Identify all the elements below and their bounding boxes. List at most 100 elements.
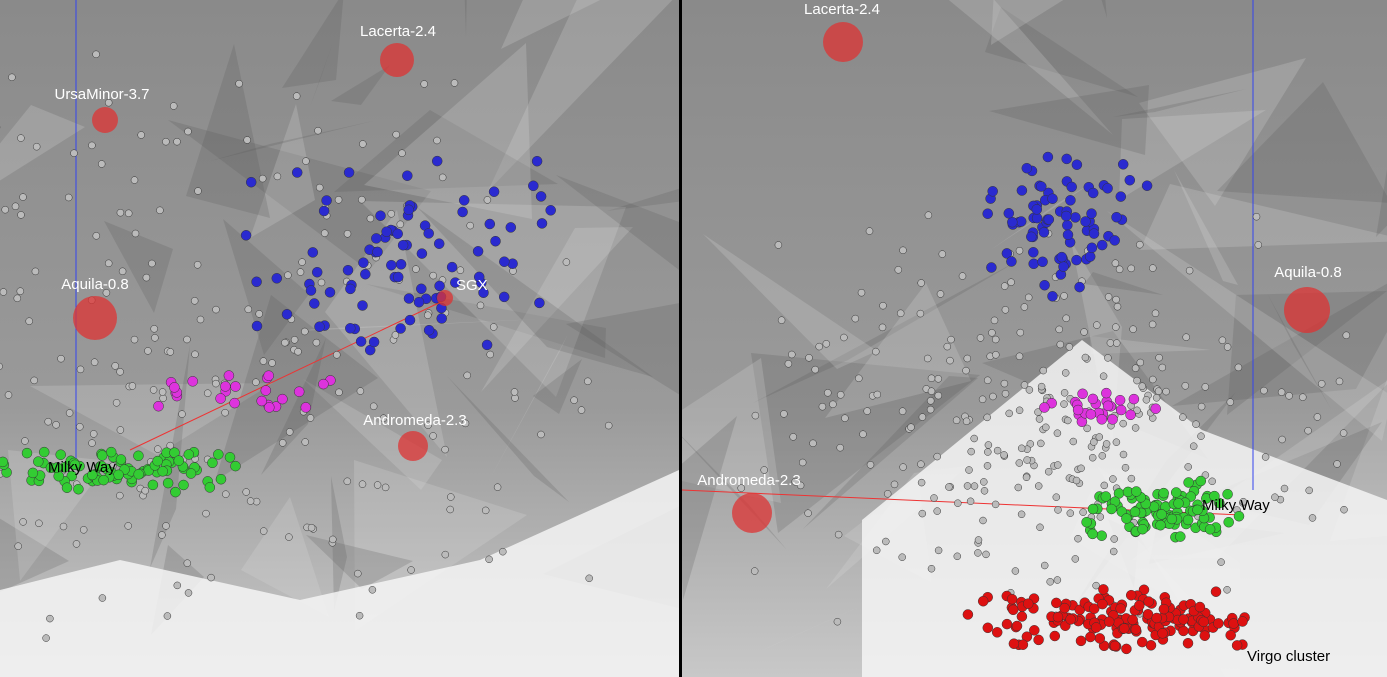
galaxy-dot xyxy=(133,469,144,480)
galaxy-dot xyxy=(183,335,191,344)
galaxy-dot xyxy=(1077,388,1088,400)
galaxy-dot xyxy=(294,347,302,356)
surface-facet xyxy=(985,7,1138,97)
galaxy-dot xyxy=(1102,440,1111,448)
galaxy-dot xyxy=(115,454,127,465)
galaxy-dot xyxy=(1056,340,1065,349)
galaxy-dot xyxy=(379,414,388,422)
galaxy-dot xyxy=(899,246,907,255)
galaxy-dot xyxy=(1127,474,1136,483)
galaxy-dot xyxy=(1097,598,1108,610)
galaxy-dot xyxy=(98,594,107,602)
galaxy-dot xyxy=(1101,387,1112,399)
galaxy-dot xyxy=(1131,486,1142,497)
galaxy-dot xyxy=(1223,343,1232,351)
galaxy-dot xyxy=(991,500,1000,509)
galaxy-dot xyxy=(1304,426,1312,435)
galaxy-dot xyxy=(147,479,159,491)
galaxy-dot xyxy=(510,388,519,396)
galaxy-dot xyxy=(343,167,355,178)
galaxy-dot xyxy=(1020,303,1029,311)
surface-facet xyxy=(1113,89,1246,117)
galaxy-dot xyxy=(498,291,510,303)
galaxy-dot xyxy=(859,430,867,438)
galaxy-dot xyxy=(962,366,970,375)
galaxy-dot xyxy=(1038,227,1050,238)
galaxy-dot xyxy=(983,413,991,422)
galaxy-dot xyxy=(1079,508,1087,516)
galaxy-dot xyxy=(986,262,997,273)
galaxy-dot xyxy=(137,131,145,139)
galaxy-dot xyxy=(1023,456,1031,464)
group-marker xyxy=(398,431,428,461)
galaxy-dot xyxy=(1001,389,1010,398)
galaxy-dot xyxy=(1115,404,1127,416)
galaxy-dot xyxy=(840,333,848,342)
galaxy-dot xyxy=(1044,467,1053,476)
galaxy-dot xyxy=(387,210,396,218)
galaxy-dot xyxy=(811,365,819,374)
galaxy-dot xyxy=(1000,379,1009,388)
galaxy-dot xyxy=(1155,353,1163,362)
galaxy-dot xyxy=(879,301,887,310)
galaxy-dot xyxy=(235,79,243,88)
galaxy-dot xyxy=(534,297,545,309)
galaxy-dot xyxy=(1115,191,1127,202)
galaxy-dot xyxy=(1308,514,1317,522)
galaxy-dot xyxy=(124,209,133,218)
galaxy-dot xyxy=(1213,618,1224,629)
galaxy-dot xyxy=(1151,309,1160,318)
galaxy-dot xyxy=(1111,259,1120,267)
galaxy-dot xyxy=(1077,464,1085,473)
galaxy-dot xyxy=(102,289,111,297)
galaxy-dot xyxy=(1090,438,1098,446)
surface-facet xyxy=(360,201,626,397)
galaxy-dot xyxy=(1042,151,1054,163)
galaxy-dot xyxy=(923,354,932,363)
galaxy-dot xyxy=(441,445,449,454)
surface-facet xyxy=(1140,184,1387,250)
galaxy-dot xyxy=(1000,282,1009,290)
galaxy-dot xyxy=(224,452,236,463)
galaxy-dot xyxy=(1109,235,1120,246)
surface-facet xyxy=(310,45,332,107)
galaxy-dot xyxy=(1001,618,1013,630)
galaxy-dot xyxy=(1060,389,1069,397)
surface-facet xyxy=(682,358,781,503)
galaxy-dot xyxy=(163,612,172,620)
galaxy-dot xyxy=(1047,291,1058,302)
galaxy-dot xyxy=(1096,239,1108,251)
galaxy-dot xyxy=(1102,183,1113,194)
galaxy-dot xyxy=(1080,328,1088,336)
galaxy-dot xyxy=(324,287,336,298)
galaxy-dot xyxy=(173,581,182,590)
group-label: SGX xyxy=(456,277,488,294)
galaxy-dot xyxy=(372,246,383,258)
galaxy-dot xyxy=(343,230,352,238)
surface-facet xyxy=(1139,58,1306,206)
galaxy-dot xyxy=(916,309,925,318)
galaxy-dot xyxy=(1083,424,1091,433)
galaxy-dot xyxy=(263,370,274,381)
galaxy-dot xyxy=(230,381,241,392)
galaxy-dot xyxy=(0,362,3,371)
galaxy-dot xyxy=(976,334,985,342)
galaxy-dot xyxy=(872,347,880,356)
galaxy-dot xyxy=(1008,638,1020,649)
galaxy-dot xyxy=(918,509,927,518)
galaxy-dot xyxy=(162,522,170,530)
galaxy-dot xyxy=(604,421,613,430)
galaxy-dot xyxy=(373,481,382,489)
surface-facet xyxy=(533,359,582,414)
surface-facet xyxy=(325,210,447,457)
galaxy-dot xyxy=(486,350,494,359)
galaxy-dot xyxy=(1006,256,1017,267)
surface-facet xyxy=(282,0,344,88)
galaxy-dot xyxy=(59,522,68,531)
surface-facet xyxy=(1376,169,1387,237)
galaxy-dot xyxy=(882,537,890,546)
galaxy-dot xyxy=(965,466,973,474)
surface-facet xyxy=(331,476,347,611)
galaxy-dot xyxy=(116,491,124,500)
galaxy-dot xyxy=(423,228,434,239)
